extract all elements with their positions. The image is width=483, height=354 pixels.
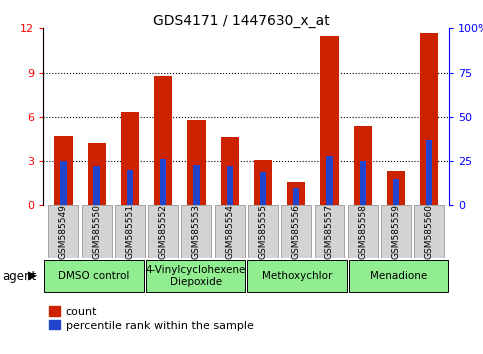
Bar bbox=[221, 137, 239, 205]
Bar bbox=[426, 140, 432, 205]
FancyBboxPatch shape bbox=[148, 205, 178, 258]
Text: GSM585553: GSM585553 bbox=[192, 204, 201, 259]
Legend: count, percentile rank within the sample: count, percentile rank within the sample bbox=[49, 307, 254, 331]
Bar bbox=[354, 126, 372, 205]
Text: GSM585556: GSM585556 bbox=[292, 204, 301, 259]
FancyBboxPatch shape bbox=[381, 205, 411, 258]
Bar bbox=[227, 166, 233, 205]
Text: GSM585552: GSM585552 bbox=[159, 204, 168, 259]
Bar bbox=[287, 182, 305, 205]
Bar bbox=[94, 166, 100, 205]
Text: ▶: ▶ bbox=[28, 270, 37, 282]
Bar bbox=[359, 161, 366, 205]
Bar bbox=[320, 36, 339, 205]
Text: Methoxychlor: Methoxychlor bbox=[262, 271, 332, 281]
FancyBboxPatch shape bbox=[281, 205, 311, 258]
Bar bbox=[187, 120, 206, 205]
Bar bbox=[121, 113, 139, 205]
Text: GSM585555: GSM585555 bbox=[258, 204, 268, 259]
FancyBboxPatch shape bbox=[247, 260, 347, 292]
Bar bbox=[387, 171, 405, 205]
Bar bbox=[54, 136, 72, 205]
Bar bbox=[420, 33, 439, 205]
Bar bbox=[60, 161, 67, 205]
Bar bbox=[393, 179, 399, 205]
Bar bbox=[254, 160, 272, 205]
FancyBboxPatch shape bbox=[215, 205, 245, 258]
FancyBboxPatch shape bbox=[348, 205, 378, 258]
Bar bbox=[160, 159, 166, 205]
Bar bbox=[327, 156, 333, 205]
Bar bbox=[260, 172, 266, 205]
Text: GSM585559: GSM585559 bbox=[392, 204, 400, 259]
FancyBboxPatch shape bbox=[314, 205, 344, 258]
Text: GSM585554: GSM585554 bbox=[225, 204, 234, 259]
FancyBboxPatch shape bbox=[82, 205, 112, 258]
Text: GSM585560: GSM585560 bbox=[425, 204, 434, 259]
Text: agent: agent bbox=[2, 270, 37, 282]
Bar bbox=[127, 170, 133, 205]
FancyBboxPatch shape bbox=[248, 205, 278, 258]
FancyBboxPatch shape bbox=[44, 260, 144, 292]
Text: GSM585549: GSM585549 bbox=[59, 204, 68, 259]
Text: Menadione: Menadione bbox=[370, 271, 427, 281]
FancyBboxPatch shape bbox=[182, 205, 212, 258]
Text: 4-Vinylcyclohexene
Diepoxide: 4-Vinylcyclohexene Diepoxide bbox=[145, 265, 246, 287]
Text: GSM585557: GSM585557 bbox=[325, 204, 334, 259]
Bar bbox=[293, 188, 299, 205]
FancyBboxPatch shape bbox=[414, 205, 444, 258]
Bar bbox=[193, 165, 199, 205]
Text: GSM585551: GSM585551 bbox=[126, 204, 134, 259]
Text: GSM585558: GSM585558 bbox=[358, 204, 367, 259]
FancyBboxPatch shape bbox=[115, 205, 145, 258]
FancyBboxPatch shape bbox=[48, 205, 78, 258]
Text: DMSO control: DMSO control bbox=[58, 271, 130, 281]
FancyBboxPatch shape bbox=[146, 260, 245, 292]
Text: GSM585550: GSM585550 bbox=[92, 204, 101, 259]
Bar bbox=[154, 75, 172, 205]
FancyBboxPatch shape bbox=[349, 260, 448, 292]
Bar bbox=[87, 143, 106, 205]
Text: GDS4171 / 1447630_x_at: GDS4171 / 1447630_x_at bbox=[153, 14, 330, 28]
